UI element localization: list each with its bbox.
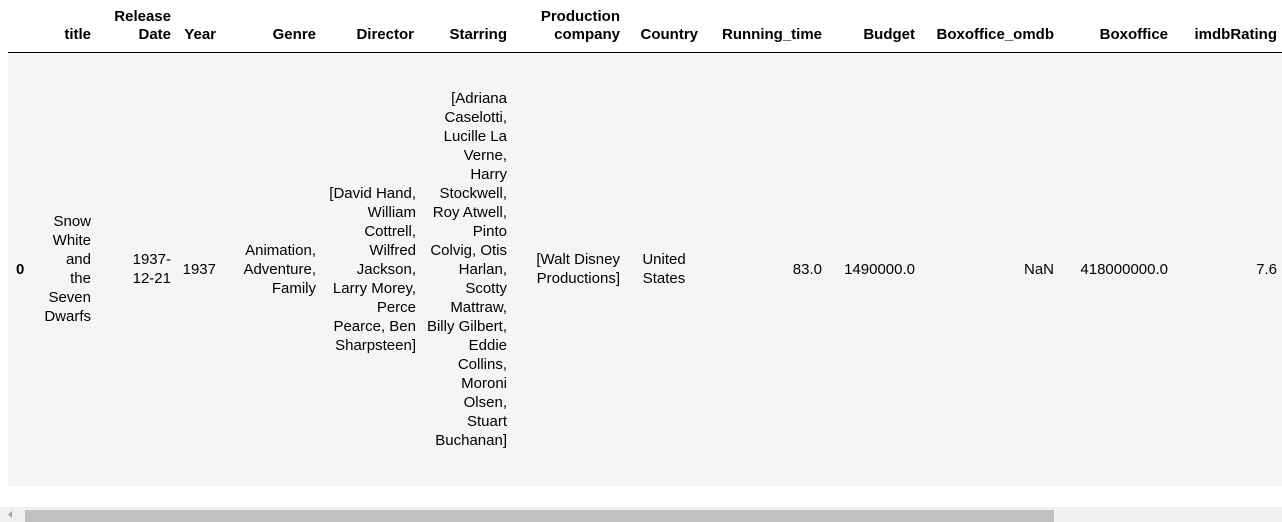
column-header-budget: Budget [827,0,920,53]
cell-release-date-text: 1937-12-21 [132,251,171,288]
column-header-title: title [36,0,96,53]
horizontal-scrollbar[interactable] [0,507,1282,522]
cell-year: 1937 [176,52,221,486]
column-header-country: Country [625,0,703,53]
column-header-director: Director [321,0,419,53]
cell-title: Snow White and the Seven Dwarfs [36,52,96,486]
column-header-release-date: Release Date [96,0,176,53]
column-header-running-time: Running_time [703,0,827,53]
column-header-genre: Genre [221,0,321,53]
cell-boxoffice: 418000000.0 [1059,52,1173,486]
scroll-thumb[interactable] [25,510,1054,522]
left-arrow-icon [0,507,20,522]
cell-imdb-rating: 7.6 [1173,52,1282,486]
cell-production-company-text: [Walt Disney Productions] [536,251,620,288]
cell-starring: [Adriana Caselotti, Lucille La Verne, Ha… [419,52,512,486]
column-header-production-company-label: Production company [540,8,620,43]
column-header-production-company: Production company [512,0,625,53]
cell-budget: 1490000.0 [827,52,920,486]
cell-director: [David Hand, William Cottrell, Wilfred J… [321,52,419,486]
header-row: title Release Date Year Genre Director S… [8,0,1282,53]
column-header-boxoffice: Boxoffice [1059,0,1173,53]
column-header-boxoffice-omdb: Boxoffice_omdb [920,0,1059,53]
column-header-imdb-rating: imdbRating [1173,0,1282,53]
cell-starring-text: [Adriana Caselotti, Lucille La Verne, Ha… [426,89,507,449]
column-header-starring: Starring [419,0,512,53]
cell-release-date: 1937-12-21 [96,52,176,486]
cell-genre-text: Animation, Adventure, Family [243,241,316,297]
column-header-release-date-label: Release Date [114,8,171,43]
column-header-index [8,0,36,53]
table-row: 0 Snow White and the Seven Dwarfs 1937-1… [8,52,1282,486]
cell-boxoffice-omdb: NaN [920,52,1059,486]
cell-country-text: United States [642,251,686,288]
cell-title-text: Snow White and the Seven Dwarfs [44,213,91,326]
column-header-year: Year [176,0,221,53]
cell-genre: Animation, Adventure, Family [221,52,321,486]
cell-director-text: [David Hand, William Cottrell, Wilfred J… [329,184,416,354]
cell-country: United States [625,52,703,486]
row-index: 0 [8,52,36,486]
cell-production-company: [Walt Disney Productions] [512,52,625,486]
dataframe-output: title Release Date Year Genre Director S… [8,0,1282,500]
cell-running-time: 83.0 [703,52,827,486]
scroll-left-button[interactable] [0,507,20,522]
dataframe-table: title Release Date Year Genre Director S… [8,0,1282,486]
